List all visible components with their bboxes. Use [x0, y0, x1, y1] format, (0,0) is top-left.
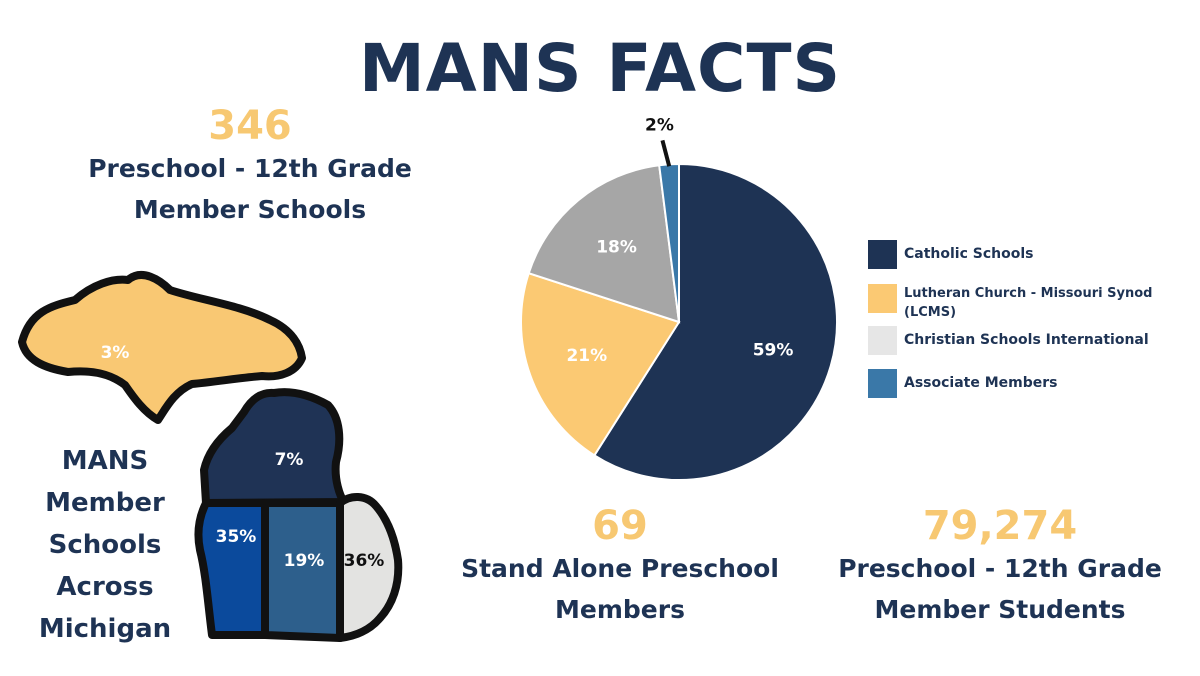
pie-slice-csi [527, 164, 681, 324]
preschool-members-label-line1: Stand Alone Preschool [461, 554, 779, 583]
preschool-members-stat: 69 Stand Alone Preschool Members [440, 504, 800, 630]
member-students-label-line2: Member Students [874, 595, 1126, 624]
map-label-northern-lower: 7% [275, 450, 304, 470]
map-region-northern-lower [200, 388, 348, 507]
pie-leader-line [660, 139, 672, 167]
map-caption-line: Member [45, 488, 165, 518]
pie-label-catholic: 59% [753, 340, 794, 360]
pie-chart: 59% 21% 18% 2% [520, 115, 838, 481]
member-schools-label-line1: Preschool - 12th Grade [88, 154, 412, 183]
map-caption: MANS Member Schools Across Michigan [30, 440, 180, 650]
legend-label: Lutheran Church - Missouri Synod (LCMS) [904, 286, 1153, 320]
pie-label-lcms: 21% [566, 346, 607, 366]
member-students-stat: 79,274 Preschool - 12th Grade Member Stu… [820, 504, 1180, 630]
legend-label: Catholic Schools [904, 246, 1034, 262]
legend-swatch [868, 240, 897, 269]
member-schools-label-line2: Member Schools [133, 195, 367, 224]
page-title: MANS FACTS [358, 30, 842, 107]
pie-label-csi: 18% [596, 238, 637, 258]
pie-slice-lcms [520, 271, 681, 457]
legend-label: Associate Members [904, 375, 1058, 391]
pie-slice-catholic [592, 162, 838, 481]
michigan-map: 3% 7% 35% 19% 36% [18, 271, 403, 642]
map-label-east-lower: 36% [344, 551, 385, 571]
map-label-central-lower: 19% [284, 551, 325, 571]
member-students-count: 79,274 [922, 503, 1078, 549]
legend-label: Christian Schools International [904, 332, 1149, 348]
map-region-west-lower [194, 499, 269, 639]
map-caption-line: Across [56, 572, 154, 602]
legend-swatch [868, 326, 897, 355]
member-schools-count: 346 [208, 103, 292, 149]
preschool-members-label-line2: Members [555, 595, 685, 624]
pie-label-associate: 2% [645, 115, 674, 135]
legend-swatch [868, 369, 897, 398]
map-label-upper-peninsula: 3% [101, 343, 130, 363]
member-schools-stat: 346 Preschool - 12th Grade Member School… [70, 104, 430, 230]
map-label-west-lower: 35% [216, 527, 257, 547]
map-region-east-lower [336, 493, 403, 642]
preschool-members-count: 69 [592, 503, 648, 549]
map-region-upper-peninsula [18, 271, 306, 424]
map-caption-line: Schools [48, 530, 162, 560]
map-caption-line: MANS [61, 446, 149, 476]
map-caption-line: Michigan [38, 614, 172, 644]
legend-swatch [868, 284, 897, 313]
member-students-label-line1: Preschool - 12th Grade [838, 554, 1162, 583]
